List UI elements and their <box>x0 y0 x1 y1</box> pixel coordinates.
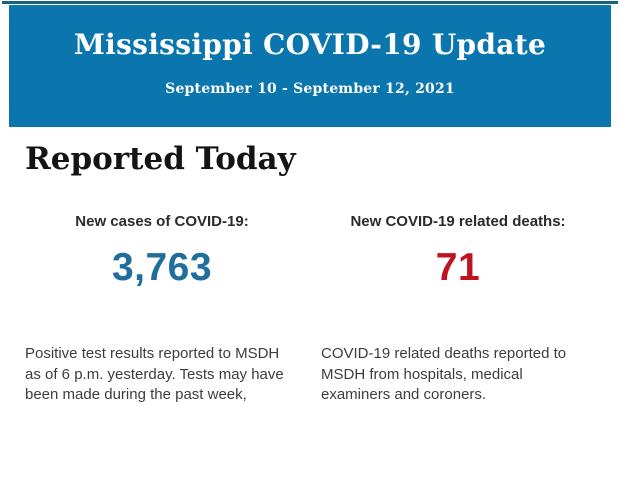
new-deaths-label: New COVID-19 related deaths: <box>350 213 566 230</box>
new-cases-value: 3,763 <box>111 246 213 289</box>
page-header: Mississippi COVID-19 Update September 10… <box>9 5 611 127</box>
page-title: Mississippi COVID-19 Update <box>73 28 547 61</box>
top-accent-line <box>2 1 618 4</box>
report-content: Reported Today New cases of COVID-19: 3,… <box>0 127 620 406</box>
stat-new-deaths: New COVID-19 related deaths: 71 COVID-19… <box>321 179 595 406</box>
stats-row: New cases of COVID-19: 3,763 Positive te… <box>25 179 595 406</box>
new-cases-description: Positive test results reported to MSDH a… <box>25 345 284 403</box>
new-deaths-value: 71 <box>435 246 481 289</box>
date-range: September 10 - September 12, 2021 <box>165 81 455 97</box>
section-title: Reported Today <box>25 141 296 177</box>
new-deaths-description: COVID-19 related deaths reported to MSDH… <box>321 345 567 403</box>
new-cases-label: New cases of COVID-19: <box>75 213 249 230</box>
stat-new-cases: New cases of COVID-19: 3,763 Positive te… <box>25 179 299 406</box>
